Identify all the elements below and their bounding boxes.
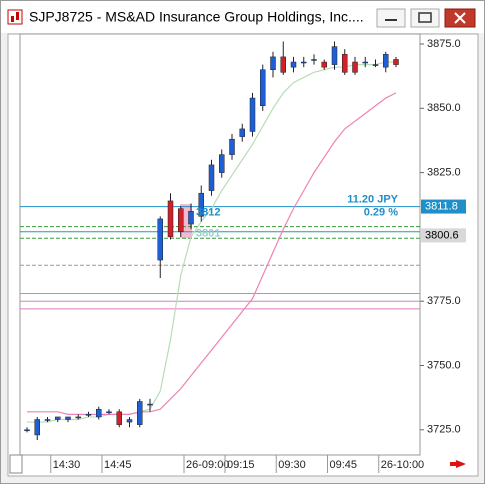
y-tick-label: 3850.0 (427, 102, 461, 114)
annotation: 3812 (196, 206, 220, 218)
window-title: SJPJ8725 - MS&AD Insurance Group Holding… (29, 9, 364, 25)
candle-body (208, 164, 215, 191)
app-icon (16, 12, 19, 20)
x-tick-label: 09:15 (227, 459, 255, 471)
candle-body (372, 64, 379, 66)
candle-body (331, 46, 338, 65)
candle-body (280, 56, 286, 73)
candle-body (34, 419, 40, 436)
candle-body (270, 56, 276, 70)
candle-body (229, 138, 235, 155)
app-icon (7, 9, 23, 25)
annotation: 3801 (196, 228, 220, 240)
y-tick-label: 3825.0 (427, 167, 461, 179)
candle-body (24, 429, 30, 432)
x-tick-label: 14:30 (53, 459, 81, 471)
minimize-button[interactable] (376, 8, 406, 28)
app-icon (11, 16, 14, 22)
maximize-icon (418, 12, 432, 23)
candle-body (44, 419, 51, 421)
plot-area (19, 33, 421, 456)
candle-body (75, 416, 81, 419)
candle-body (96, 408, 102, 418)
candle-body (260, 69, 266, 107)
x-tick-label: 26-09:00 (186, 459, 229, 471)
candle-body (126, 419, 133, 423)
candle-body (393, 59, 399, 65)
candle-body (342, 54, 348, 73)
price-tag-label: 3800.6 (425, 229, 459, 241)
candle-body (249, 97, 256, 132)
scroll-arrow[interactable] (450, 460, 466, 468)
candle-body (219, 154, 225, 173)
candle-body (106, 411, 112, 414)
candle-body (157, 218, 163, 261)
candle-body (116, 411, 122, 425)
candle-body (321, 61, 327, 68)
candle-body (55, 416, 61, 420)
y-tick-label: 3750.0 (427, 359, 461, 371)
candle-body (85, 414, 92, 416)
candle-body (147, 403, 153, 406)
price-tag (421, 199, 466, 214)
x-tick-label: 14:45 (104, 459, 132, 471)
x-tick-label: 26-10:00 (381, 459, 424, 471)
y-tick-label: 3775.0 (427, 295, 461, 307)
x-tick-label: 09:45 (330, 459, 358, 471)
y-tick-label: 3725.0 (427, 424, 461, 436)
annotation: 0.29 % (364, 206, 398, 218)
candle-body (178, 208, 184, 233)
candle-body (198, 192, 204, 217)
price-tag (421, 228, 466, 243)
scroll-box[interactable] (9, 454, 23, 474)
candle-body (362, 61, 368, 64)
y-tick-label: 3875.0 (427, 38, 461, 50)
candle-body (311, 59, 317, 61)
close-icon (454, 12, 466, 24)
x-tick-label: 09:30 (278, 459, 306, 471)
candle-body (290, 61, 297, 68)
candle-body (239, 128, 245, 137)
candle-body (352, 61, 358, 73)
price-tag-label: 3811.8 (425, 200, 458, 212)
maximize-button[interactable] (410, 8, 440, 28)
annotation: 11.20 JPY (347, 193, 398, 205)
candle-body (167, 200, 174, 238)
candle-body (383, 54, 389, 68)
candle-body (188, 210, 194, 225)
candle-body (301, 61, 307, 64)
candle-body (137, 401, 143, 425)
candle-body (65, 416, 71, 420)
